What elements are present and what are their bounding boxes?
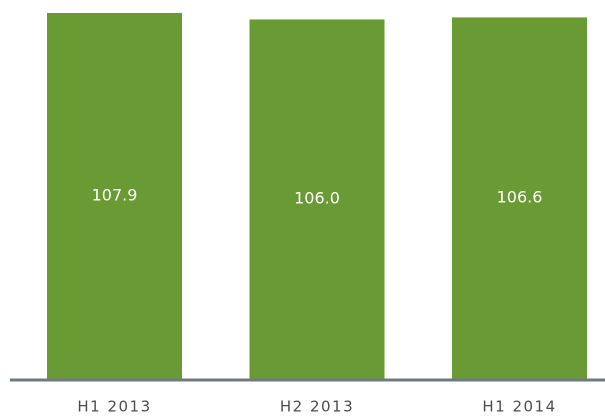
x-tick-label: H2 2013 — [280, 398, 354, 416]
value-label: 107.9 — [92, 186, 138, 205]
bar — [452, 17, 587, 380]
value-label: 106.0 — [294, 189, 340, 208]
x-tick-label: H1 2013 — [77, 398, 151, 416]
bar — [249, 19, 385, 380]
x-tick-label: H1 2014 — [482, 398, 556, 416]
bar — [47, 13, 182, 379]
value-label: 106.6 — [497, 188, 543, 207]
